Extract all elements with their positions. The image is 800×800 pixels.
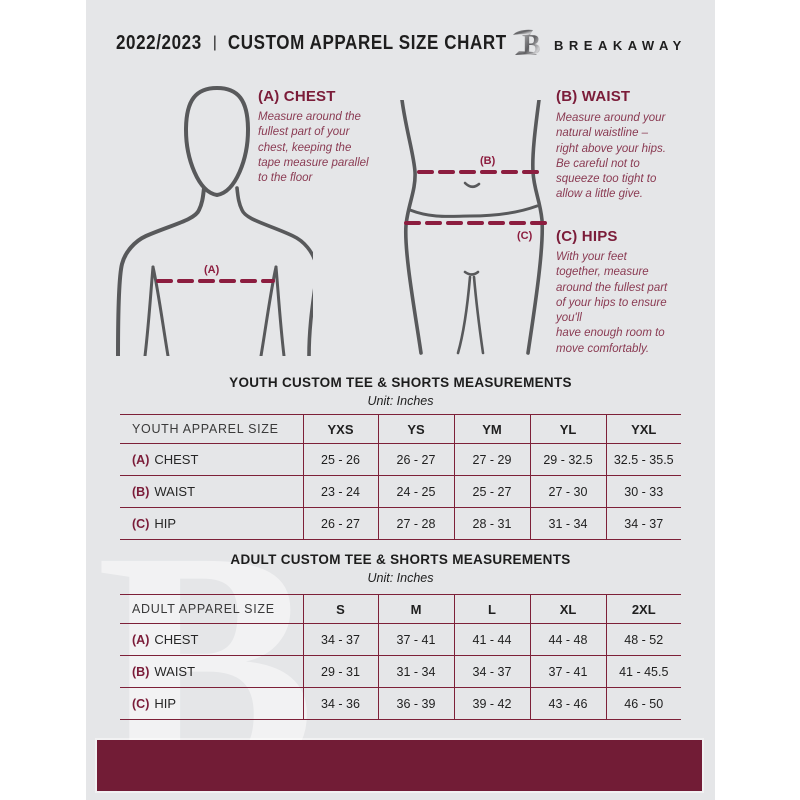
header-divider: | <box>212 34 217 51</box>
cell: 27 - 29 <box>453 443 530 476</box>
cell: 48 - 52 <box>605 623 681 656</box>
cell: 34 - 37 <box>605 507 681 540</box>
chest-section-heading: (A) CHEST <box>258 88 336 105</box>
adult-size-xl: XL <box>529 594 606 624</box>
adult-size-l: L <box>453 594 530 624</box>
cell: 31 - 34 <box>529 507 606 540</box>
cell: 24 - 25 <box>377 475 454 508</box>
cell: 25 - 26 <box>302 443 378 476</box>
table-row: (C) HIP 34 - 36 36 - 39 39 - 42 43 - 46 4… <box>120 687 681 720</box>
table-row: (C) HIP 26 - 27 27 - 28 28 - 31 31 - 34 3… <box>120 507 681 540</box>
table-row: (A) CHEST 34 - 37 37 - 41 41 - 44 44 - 48… <box>120 623 681 656</box>
cell: 31 - 34 <box>377 655 454 688</box>
cell: 27 - 28 <box>377 507 454 540</box>
youth-size-table: YOUTH APPAREL SIZE YXS YS YM YL YXL (A) C… <box>120 414 681 540</box>
cell: 26 - 27 <box>377 443 454 476</box>
adult-size-s: S <box>302 594 378 624</box>
cell: 41 - 44 <box>453 623 530 656</box>
waist-marker-label: (B) <box>480 155 496 167</box>
size-chart-document: B 2022/2023 | CUSTOM APPAREL SIZE CHART <box>86 0 715 800</box>
cell: 37 - 41 <box>529 655 606 688</box>
cell: 34 - 36 <box>302 687 378 720</box>
row-label: CHEST <box>154 632 199 647</box>
adult-size-table: ADULT APPAREL SIZE S M L XL 2XL (A) CHEST… <box>120 594 681 720</box>
brand-name: BREAKAWAY <box>554 38 687 53</box>
cell: 39 - 42 <box>453 687 530 720</box>
cell: 43 - 46 <box>529 687 606 720</box>
cell: 44 - 48 <box>529 623 606 656</box>
row-marker: (A) <box>132 453 150 467</box>
lower-body-outline <box>400 100 554 355</box>
row-marker: (C) <box>132 517 150 531</box>
youth-size-yxl: YXL <box>605 414 681 444</box>
cell: 34 - 37 <box>453 655 530 688</box>
svg-text:B: B <box>522 30 541 60</box>
cell: 36 - 39 <box>377 687 454 720</box>
page-title: CUSTOM APPAREL SIZE CHART <box>227 31 507 54</box>
cell: 41 - 45.5 <box>605 655 681 688</box>
youth-table-title: YOUTH CUSTOM TEE & SHORTS MEASUREMENTS <box>229 375 572 390</box>
cell: 30 - 33 <box>605 475 681 508</box>
cell: 27 - 30 <box>529 475 606 508</box>
cell: 25 - 27 <box>453 475 530 508</box>
table-row: (A) CHEST 25 - 26 26 - 27 27 - 29 29 - 32… <box>120 443 681 476</box>
table-row: (B) WAIST 23 - 24 24 - 25 25 - 27 27 - 30… <box>120 475 681 508</box>
row-label: HIP <box>154 516 177 531</box>
hips-section-description: With your feet together, measure around … <box>556 251 668 355</box>
row-label: CHEST <box>154 452 199 467</box>
youth-size-yl: YL <box>529 414 606 444</box>
waist-section-heading: (B) WAIST <box>556 88 631 105</box>
hip-marker-label: (C) <box>517 230 533 242</box>
footer-accent-bar <box>97 740 702 791</box>
cell: 37 - 41 <box>377 623 454 656</box>
cell: 46 - 50 <box>605 687 681 720</box>
adult-size-label: ADULT APPAREL SIZE <box>132 602 275 616</box>
cell: 23 - 24 <box>302 475 378 508</box>
cell: 29 - 31 <box>302 655 378 688</box>
cell: 34 - 37 <box>302 623 378 656</box>
chest-section-description: Measure around the fullest part of your … <box>258 111 369 185</box>
lower-body-diagram <box>388 100 560 356</box>
youth-size-ym: YM <box>453 414 530 444</box>
upper-body-diagram <box>113 84 313 356</box>
row-marker: (B) <box>132 485 150 499</box>
adult-size-m: M <box>377 594 454 624</box>
chest-marker-label: (A) <box>204 264 220 276</box>
header-season: 2022/2023 <box>116 31 202 54</box>
waist-section-description: Measure around your natural waistline – … <box>556 112 666 201</box>
adult-table-title: ADULT CUSTOM TEE & SHORTS MEASUREMENTS <box>230 552 571 567</box>
youth-size-label: YOUTH APPAREL SIZE <box>132 422 279 436</box>
row-marker: (A) <box>132 633 150 647</box>
youth-size-ys: YS <box>377 414 454 444</box>
cell: 29 - 32.5 <box>529 443 606 476</box>
table-row: (B) WAIST 29 - 31 31 - 34 34 - 37 37 - 41… <box>120 655 681 688</box>
youth-size-yxs: YXS <box>302 414 378 444</box>
row-marker: (B) <box>132 665 150 679</box>
hips-section-heading: (C) HIPS <box>556 228 618 245</box>
row-label: HIP <box>154 696 177 711</box>
cell: 32.5 - 35.5 <box>605 443 681 476</box>
row-marker: (C) <box>132 697 150 711</box>
breakaway-b-logo-icon: B <box>509 26 543 61</box>
adult-table-header-row: ADULT APPAREL SIZE S M L XL 2XL <box>120 594 681 624</box>
cell: 28 - 31 <box>453 507 530 540</box>
adult-size-2xl: 2XL <box>605 594 681 624</box>
youth-table-header-row: YOUTH APPAREL SIZE YXS YS YM YL YXL <box>120 414 681 444</box>
row-label: WAIST <box>154 664 196 679</box>
row-label: WAIST <box>154 484 196 499</box>
upper-body-outline <box>116 85 313 356</box>
cell: 26 - 27 <box>302 507 378 540</box>
header: 2022/2023 | CUSTOM APPAREL SIZE CHART <box>116 31 507 54</box>
youth-table-unit: Unit: Inches <box>367 394 434 408</box>
adult-table-unit: Unit: Inches <box>367 571 434 585</box>
